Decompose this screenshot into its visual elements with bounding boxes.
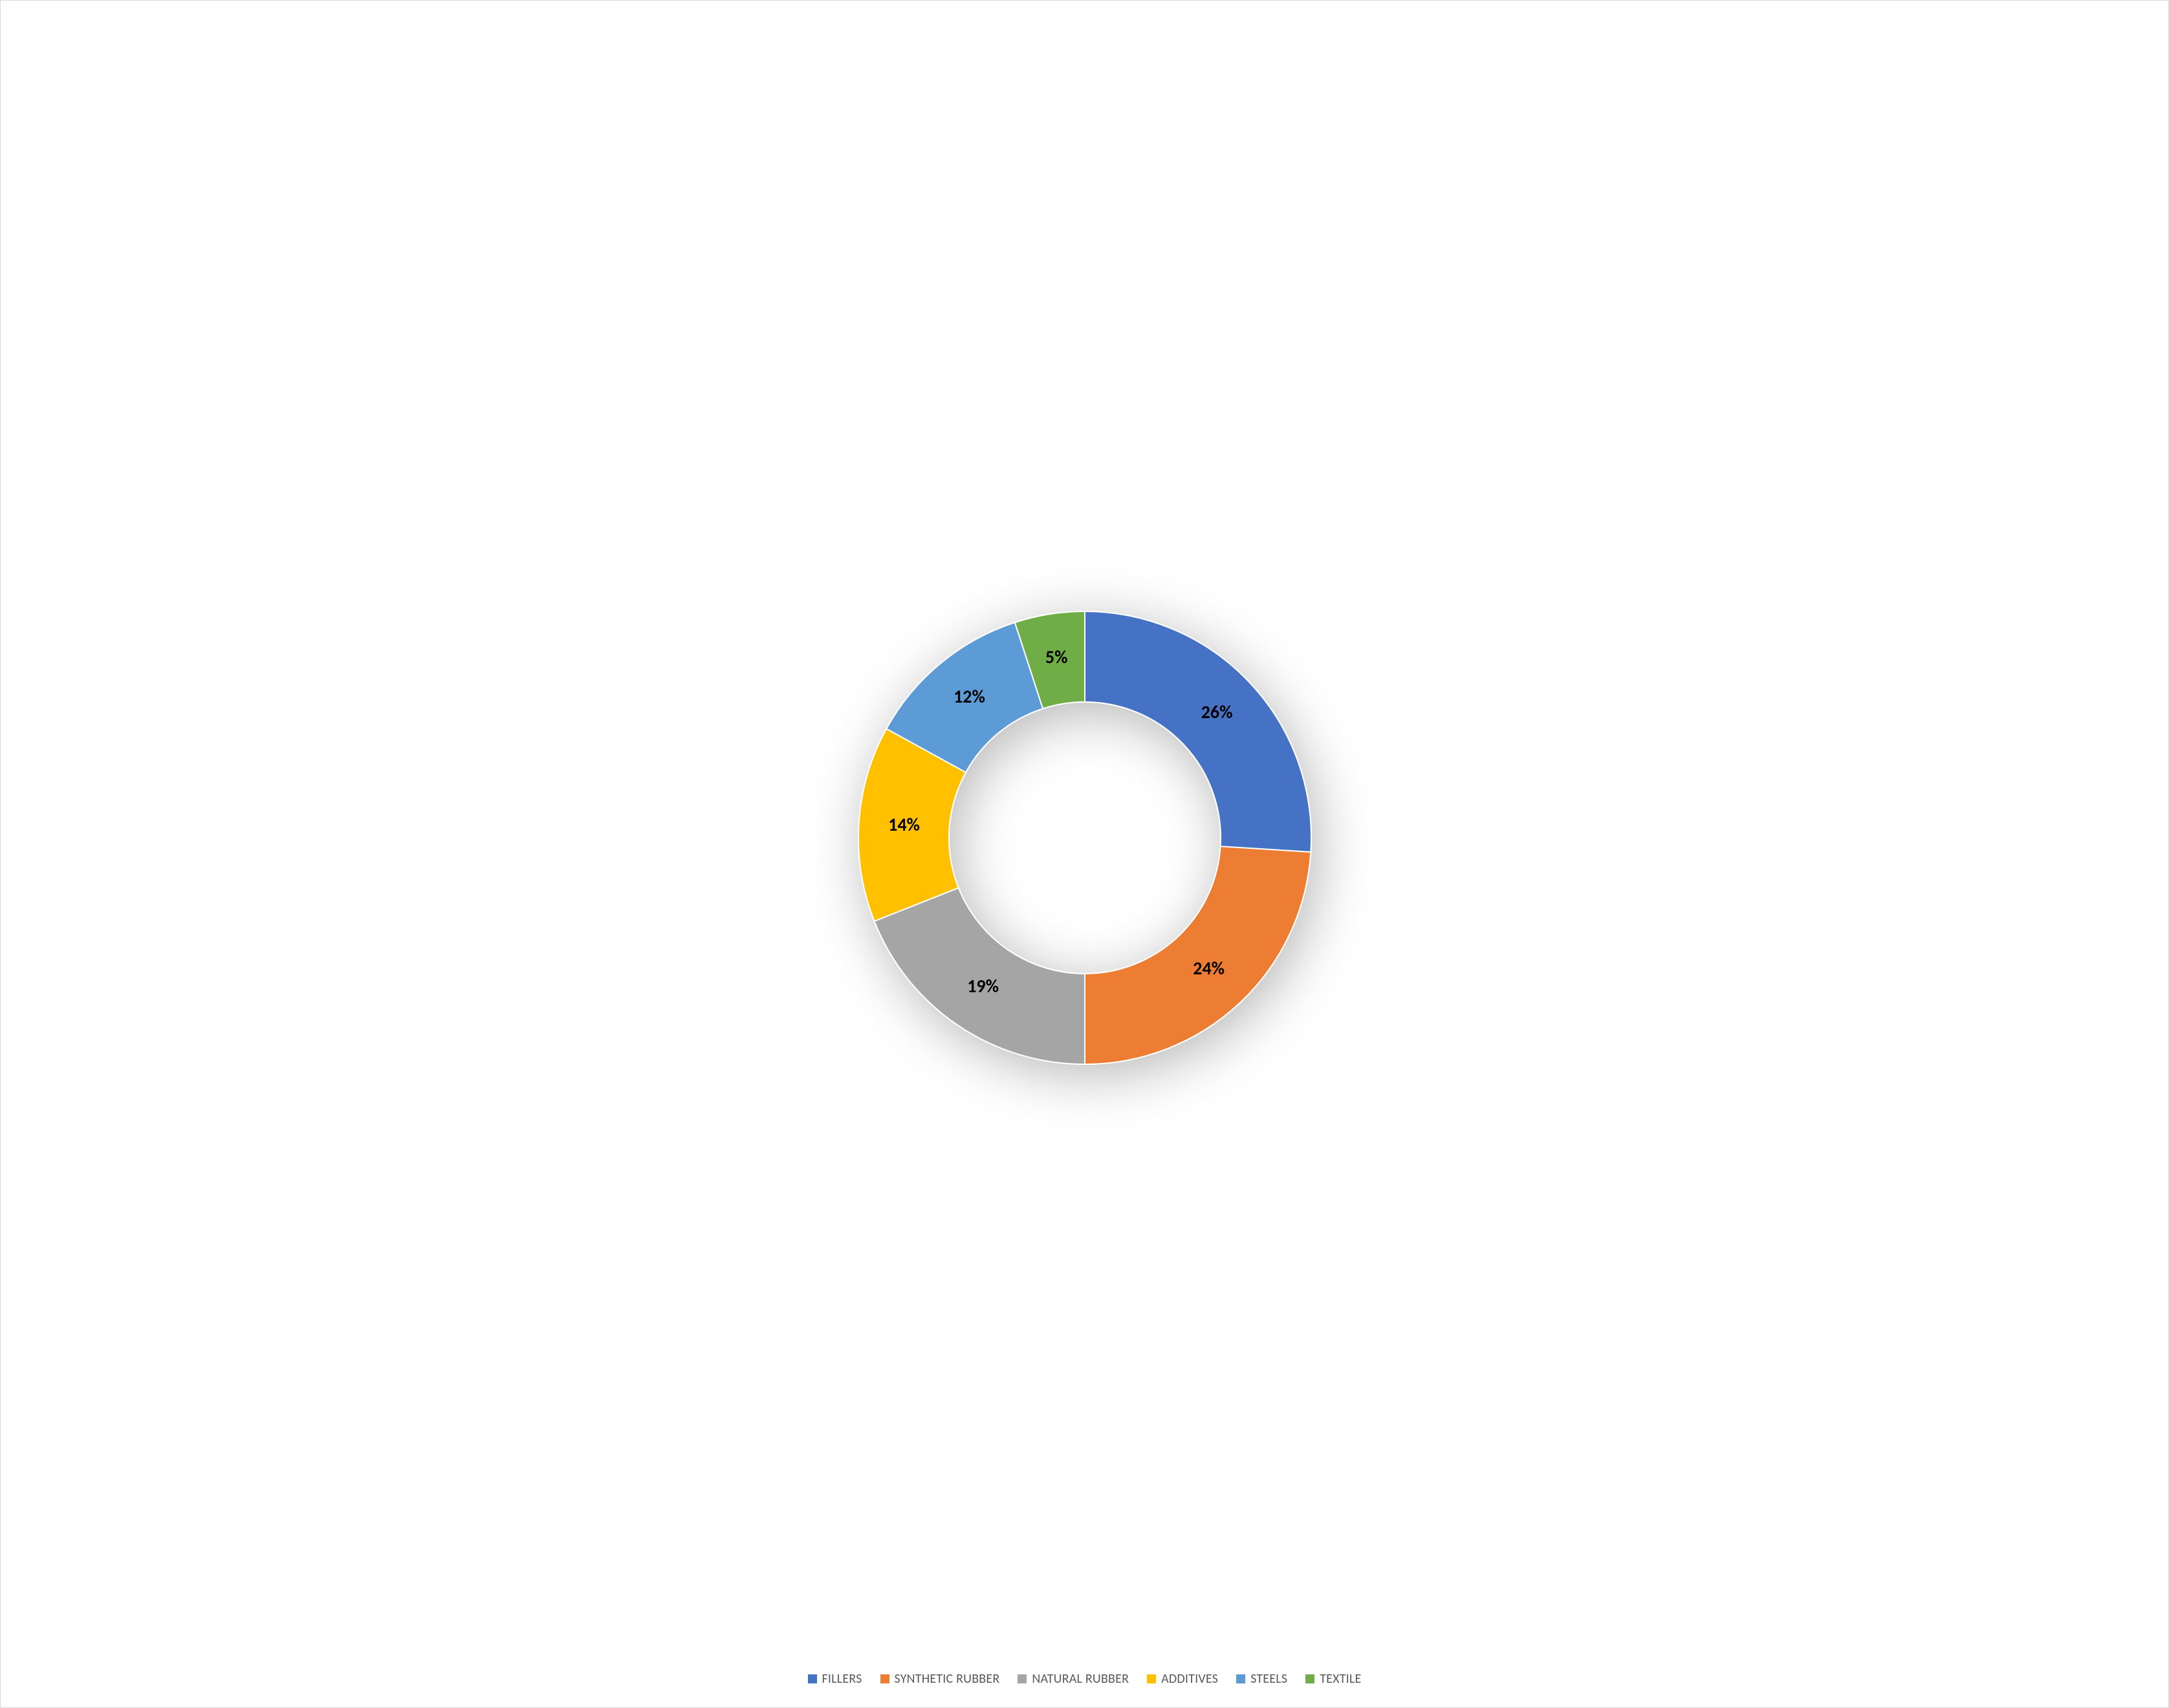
chart-frame: 26% 24% 19% 14% 12% 5% FILLERS SYNTHETIC RUBBE…: [0, 0, 2169, 1708]
legend-label: STEELS: [1250, 1671, 1287, 1687]
legend-swatch-icon: [1236, 1674, 1245, 1683]
legend-swatch-icon: [808, 1674, 817, 1683]
legend-label: NATURAL RUBBER: [1032, 1671, 1129, 1687]
legend-item-fillers: FILLERS: [808, 1671, 862, 1687]
doughnut-chart: 26% 24% 19% 14% 12% 5%: [794, 547, 1376, 1129]
legend-swatch-icon: [1147, 1674, 1156, 1683]
legend-item-additives: ADDITIVES: [1147, 1671, 1218, 1687]
legend-label: FILLERS: [822, 1671, 862, 1687]
slice-label-textile: 5%: [1045, 646, 1067, 668]
legend-label: SYNTHETIC RUBBER: [895, 1671, 1000, 1687]
legend-item-natural-rubber: NATURAL RUBBER: [1018, 1671, 1129, 1687]
legend-label: ADDITIVES: [1161, 1671, 1218, 1687]
legend-item-textile: TEXTILE: [1305, 1671, 1361, 1687]
slice-label-additives: 14%: [888, 813, 920, 836]
slice-label-steels: 12%: [954, 685, 985, 708]
legend-label: TEXTILE: [1320, 1671, 1361, 1687]
legend-item-synthetic-rubber: SYNTHETIC RUBBER: [880, 1671, 1000, 1687]
slice-label-fillers: 26%: [1201, 701, 1232, 723]
doughnut-ring: [858, 611, 1311, 1064]
slice-synthetic-rubber: [1085, 846, 1311, 1064]
legend-swatch-icon: [1305, 1674, 1314, 1683]
legend-item-steels: STEELS: [1236, 1671, 1287, 1687]
legend-swatch-icon: [1018, 1674, 1027, 1683]
slice-label-synthetic-rubber: 24%: [1193, 957, 1225, 980]
slice-label-natural-rubber: 19%: [967, 974, 999, 997]
chart-area: 26% 24% 19% 14% 12% 5%: [16, 16, 2153, 1659]
legend-swatch-icon: [880, 1674, 889, 1683]
slice-fillers: [1085, 611, 1311, 852]
chart-legend: FILLERS SYNTHETIC RUBBER NATURAL RUBBER ADD…: [803, 1659, 1367, 1692]
